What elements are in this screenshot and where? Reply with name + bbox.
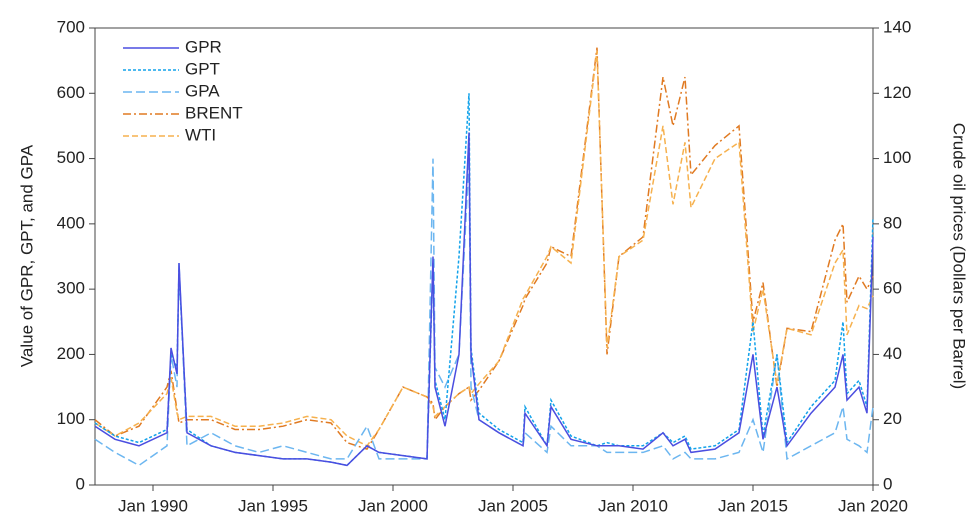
y-axis-label: Value of GPR, GPT, and GPA xyxy=(17,144,36,367)
x-tick-label: Jan 2005 xyxy=(478,496,548,515)
y-tick-label: 200 xyxy=(57,344,85,363)
x-tick-label: Jan 2000 xyxy=(358,496,428,515)
legend-label: WTI xyxy=(185,125,216,144)
series-line xyxy=(94,50,874,447)
y-tick-label: 300 xyxy=(57,279,85,298)
x-tick-label: Jan 2020 xyxy=(838,496,908,515)
legend-label: GPA xyxy=(185,81,220,100)
y2-tick-label: 120 xyxy=(883,83,911,102)
y-tick-label: 600 xyxy=(57,83,85,102)
x-tick-label: Jan 2010 xyxy=(598,496,668,515)
legend-label: GPR xyxy=(185,37,222,56)
y-tick-label: 700 xyxy=(57,17,85,36)
x-tick-label: Jan 1995 xyxy=(238,496,308,515)
y-tick-label: 100 xyxy=(57,409,85,428)
y2-tick-label: 20 xyxy=(883,409,902,428)
y2-tick-label: 80 xyxy=(883,213,902,232)
legend-label: BRENT xyxy=(185,103,243,122)
x-tick-label: Jan 1990 xyxy=(118,496,188,515)
series-line xyxy=(94,158,874,467)
legend-label: GPT xyxy=(185,59,220,78)
y2-tick-label: 40 xyxy=(883,344,902,363)
y2-tick-label: 140 xyxy=(883,17,911,36)
series-line xyxy=(94,93,874,467)
y-tick-label: 400 xyxy=(57,213,85,232)
y-tick-label: 500 xyxy=(57,148,85,167)
series-line xyxy=(94,132,874,467)
y2-tick-label: 60 xyxy=(883,279,902,298)
x-tick-label: Jan 2015 xyxy=(718,496,788,515)
y-tick-label: 0 xyxy=(76,474,85,493)
y2-tick-label: 0 xyxy=(883,474,892,493)
y2-tick-label: 100 xyxy=(883,148,911,167)
y2-axis-label: Crude oil prices (Dollars per Barrel) xyxy=(950,123,969,389)
